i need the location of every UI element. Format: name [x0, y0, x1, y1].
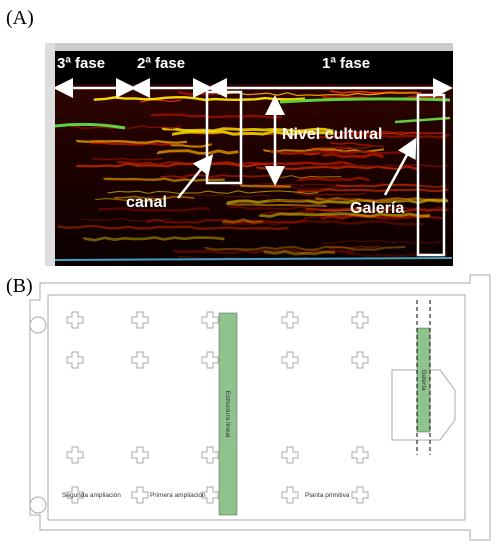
- tower: [30, 317, 46, 333]
- annotation: Nivel cultural: [282, 126, 382, 143]
- pillar: [282, 447, 298, 463]
- phase-label: 3ª fase: [57, 55, 105, 72]
- pillar: [352, 312, 368, 328]
- reflection: [299, 189, 449, 191]
- zone-label: Planta primitiva: [305, 492, 350, 499]
- tower: [30, 497, 46, 513]
- annotation: Galería: [350, 200, 404, 217]
- feature-label: Estructura lineal: [224, 391, 231, 438]
- depth-scale: [45, 43, 55, 266]
- header-band: [45, 51, 453, 84]
- pillar: [202, 447, 218, 463]
- pillar: [67, 352, 83, 368]
- pillar: [282, 312, 298, 328]
- pillar: [352, 352, 368, 368]
- pillar: [132, 487, 148, 503]
- pillar: [202, 352, 218, 368]
- reflection: [241, 186, 291, 187]
- reflection: [77, 141, 187, 143]
- pillar: [352, 487, 368, 503]
- pillar: [132, 352, 148, 368]
- panel-label: (A): [6, 7, 34, 29]
- pillar: [282, 352, 298, 368]
- scale-bar: [45, 43, 453, 51]
- zone-label: Segunda ampliación: [62, 492, 121, 499]
- panel-label: (B): [6, 275, 33, 297]
- pillar: [67, 312, 83, 328]
- pillar: [132, 447, 148, 463]
- phase-label: 1ª fase: [322, 55, 370, 72]
- feature-label: Galería: [420, 369, 427, 391]
- pillar: [202, 312, 218, 328]
- pillar: [67, 447, 83, 463]
- phase-label: 2ª fase: [137, 55, 185, 72]
- radargram: [45, 43, 453, 266]
- annotation: canal: [126, 194, 167, 211]
- pillar: [282, 487, 298, 503]
- zone-label: Primera ampliación: [150, 492, 206, 499]
- figure: (A) 3ª fase 2ª fase 1ª fase Nivel cultur…: [0, 0, 501, 548]
- pillar: [132, 312, 148, 328]
- inner-wall: [48, 295, 465, 520]
- pillar: [352, 447, 368, 463]
